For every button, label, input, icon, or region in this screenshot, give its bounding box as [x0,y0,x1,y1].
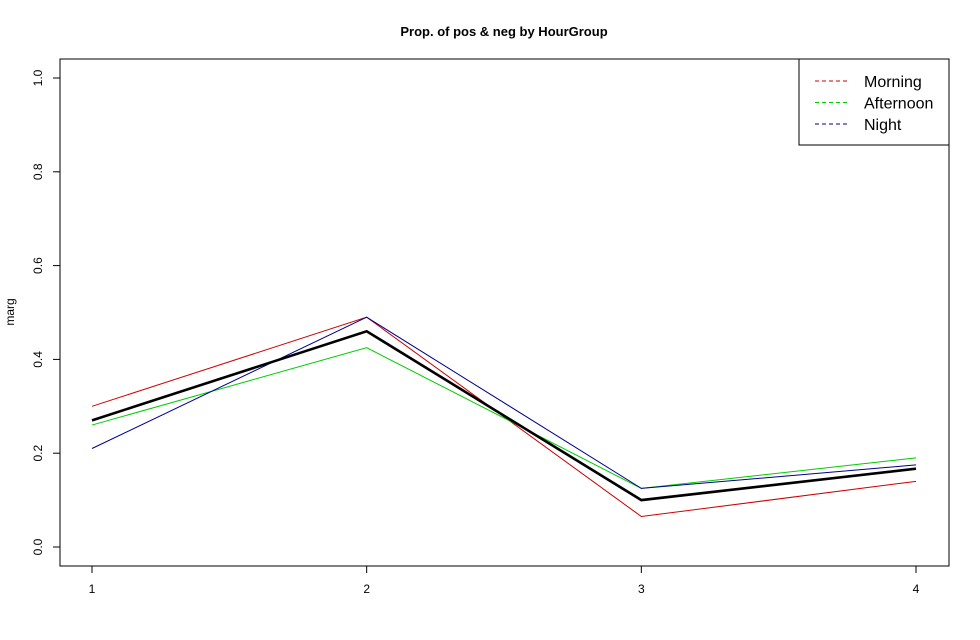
legend-items: Morning Afternoon Night [815,74,933,134]
legend-label-night: Night [864,117,902,134]
plot-frame [59,58,950,567]
x-axis: 1 2 3 4 [89,566,920,596]
series-line-afternoon [91,347,917,489]
legend: Morning Afternoon Night [798,58,950,146]
y-axis: 0.0 0.2 0.4 0.6 0.8 1.0 [31,69,60,555]
legend-label-afternoon: Afternoon [864,96,933,113]
y-tick-label: 0.8 [31,163,45,180]
y-tick-label: 0.6 [31,257,45,274]
legend-label-morning: Morning [864,74,922,91]
series-line-night [91,316,917,489]
y-tick-label: 0.0 [31,538,45,555]
chart-title: Prop. of pos & neg by HourGroup [400,24,607,39]
x-tick-label: 4 [913,582,920,596]
y-tick-label: 1.0 [31,69,45,86]
series-line-overall [91,329,917,502]
overall-line-group [91,329,917,502]
y-tick-label: 0.4 [31,351,45,368]
x-tick-label: 3 [638,582,645,596]
x-tick-label: 1 [89,582,96,596]
x-tick-label: 2 [363,582,370,596]
y-axis-title: marg [3,298,17,325]
y-tick-label: 0.2 [31,445,45,462]
